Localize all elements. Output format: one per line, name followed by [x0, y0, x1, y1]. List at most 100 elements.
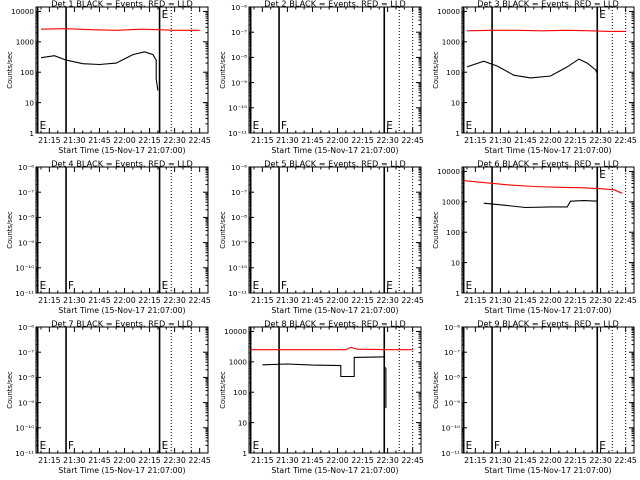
plot-frame	[35, 6, 209, 134]
x-tick-label: 22:30	[376, 456, 399, 465]
x-axis-label: Start Time (15-Nov-17 21:07:00)	[484, 306, 611, 315]
y-tick-label: 10⁻¹⁰	[228, 104, 247, 113]
x-tick-label: 22:15	[351, 456, 374, 465]
events-series-line	[466, 58, 598, 95]
x-tick-label: 22:45	[614, 296, 637, 305]
event-marker-label: E	[40, 120, 47, 132]
x-tick-label: 22:45	[188, 296, 211, 305]
x-tick-label: 22:00	[539, 456, 562, 465]
y-tick-label: 1000	[229, 358, 248, 367]
y-tick-label: 10⁻¹¹	[441, 449, 460, 458]
y-tick-label: 10⁻¹¹	[15, 289, 34, 298]
y-tick-label: 10	[451, 98, 461, 107]
event-marker-label: E	[253, 280, 260, 292]
y-axis-label: Counts/sec	[432, 51, 440, 89]
x-tick-label: 21:15	[464, 136, 487, 145]
y-tick-label: 10⁻¹⁰	[228, 264, 247, 273]
y-tick-label: 1	[455, 289, 460, 298]
x-tick-label: 22:00	[326, 136, 349, 145]
x-axis-label: Start Time (15-Nov-17 21:07:00)	[271, 146, 398, 155]
y-axis-label: Counts/sec	[6, 51, 14, 89]
lld-series-line	[466, 29, 626, 32]
y-tick-label: 10⁻⁹	[231, 78, 247, 87]
x-axis-label: Start Time (15-Nov-17 21:07:00)	[58, 306, 185, 315]
x-tick-label: 21:45	[514, 136, 537, 145]
y-tick-label: 10⁻⁸	[18, 213, 34, 222]
x-tick-label: 22:00	[326, 296, 349, 305]
x-tick-label: 21:30	[276, 136, 299, 145]
x-tick-label: 22:15	[351, 136, 374, 145]
y-tick-label: 10⁻⁶	[231, 163, 247, 172]
x-tick-label: 22:00	[113, 296, 136, 305]
x-tick-label: 21:30	[489, 296, 512, 305]
plot-title: Det 4 BLACK = Events, RED = LLD	[51, 159, 193, 169]
event-marker-label: E	[466, 120, 473, 132]
event-marker-label: E	[386, 280, 393, 292]
lld-series-line	[250, 346, 413, 351]
y-tick-label: 100	[20, 68, 34, 77]
y-tick-label: 10⁻⁶	[444, 323, 460, 332]
y-tick-label: 1	[29, 129, 34, 138]
event-marker-label: F	[494, 440, 500, 452]
detector-panel: Det 7 BLACK = Events, RED = LLD 21:15 21:3…	[6, 319, 211, 476]
x-axis-label: Start Time (15-Nov-17 21:07:00)	[58, 466, 185, 475]
x-axis-label: Start Time (15-Nov-17 21:07:00)	[484, 466, 611, 475]
detector-panel: Det 5 BLACK = Events, RED = LLD 21:15 21:3…	[219, 159, 424, 316]
x-tick-label: 22:00	[113, 136, 136, 145]
plot-frame	[461, 6, 635, 134]
event-marker-label: F	[68, 280, 74, 292]
plot-frame	[248, 6, 422, 134]
x-tick-label: 21:15	[38, 456, 61, 465]
x-tick-label: 22:30	[163, 296, 186, 305]
y-tick-label: 100	[446, 68, 460, 77]
y-tick-label: 10⁻⁸	[231, 213, 247, 222]
plot-frame	[35, 166, 209, 294]
x-tick-label: 21:30	[489, 456, 512, 465]
x-tick-label: 21:15	[464, 456, 487, 465]
event-marker-label: F	[281, 120, 287, 132]
y-tick-label: 10⁻⁸	[231, 53, 247, 62]
x-tick-label: 21:45	[301, 136, 324, 145]
y-tick-label: 10⁻⁷	[18, 188, 34, 197]
detector-panel: Det 2 BLACK = Events, RED = LLD 21:15 21:3…	[219, 0, 424, 155]
x-tick-label: 21:15	[464, 296, 487, 305]
x-axis-label: Start Time (15-Nov-17 21:07:00)	[271, 306, 398, 315]
detector-panel: Det 1 BLACK = Events, RED = LLD 21:15 21:3…	[6, 0, 211, 155]
y-axis-label: Counts/sec	[219, 211, 227, 249]
x-tick-label: 22:45	[401, 136, 424, 145]
events-series-line	[40, 51, 159, 91]
x-tick-label: 21:45	[301, 456, 324, 465]
x-axis-label: Start Time (15-Nov-17 21:07:00)	[58, 146, 185, 155]
event-marker-label: E	[386, 120, 393, 132]
event-marker-label: E	[599, 9, 606, 21]
y-tick-label: 10	[238, 418, 248, 427]
y-tick-label: 10000	[437, 167, 460, 176]
y-tick-label: 10⁻⁸	[18, 373, 34, 382]
x-tick-label: 21:45	[514, 456, 537, 465]
x-tick-label: 22:45	[401, 296, 424, 305]
y-tick-label: 10⁻⁷	[444, 348, 460, 357]
event-marker-label: E	[40, 440, 47, 452]
event-marker-label: F	[281, 280, 287, 292]
y-tick-label: 10⁻¹¹	[15, 449, 34, 458]
detector-panel: Det 9 BLACK = Events, RED = LLD 21:15 21:3…	[432, 319, 637, 476]
plot-title: Det 2 BLACK = Events, RED = LLD	[264, 0, 406, 9]
x-tick-label: 22:30	[376, 136, 399, 145]
y-tick-label: 10	[451, 258, 461, 267]
y-tick-label: 10⁻¹⁰	[441, 424, 460, 433]
y-tick-label: 10⁻¹¹	[228, 129, 247, 138]
lld-series-line	[40, 28, 200, 31]
y-tick-label: 10⁻⁶	[231, 3, 247, 12]
y-tick-label: 1	[242, 449, 247, 458]
plot-title: Det 9 BLACK = Events, RED = LLD	[477, 319, 619, 329]
y-tick-label: 10⁻¹⁰	[15, 264, 34, 273]
x-tick-label: 22:30	[589, 296, 612, 305]
y-tick-label: 100	[233, 388, 247, 397]
events-series-line	[483, 200, 598, 225]
x-tick-label: 21:30	[63, 136, 86, 145]
x-tick-label: 21:45	[88, 296, 111, 305]
y-tick-label: 10⁻¹⁰	[15, 424, 34, 433]
x-axis-label: Start Time (15-Nov-17 21:07:00)	[271, 466, 398, 475]
x-tick-label: 22:00	[539, 136, 562, 145]
x-tick-label: 21:45	[301, 296, 324, 305]
